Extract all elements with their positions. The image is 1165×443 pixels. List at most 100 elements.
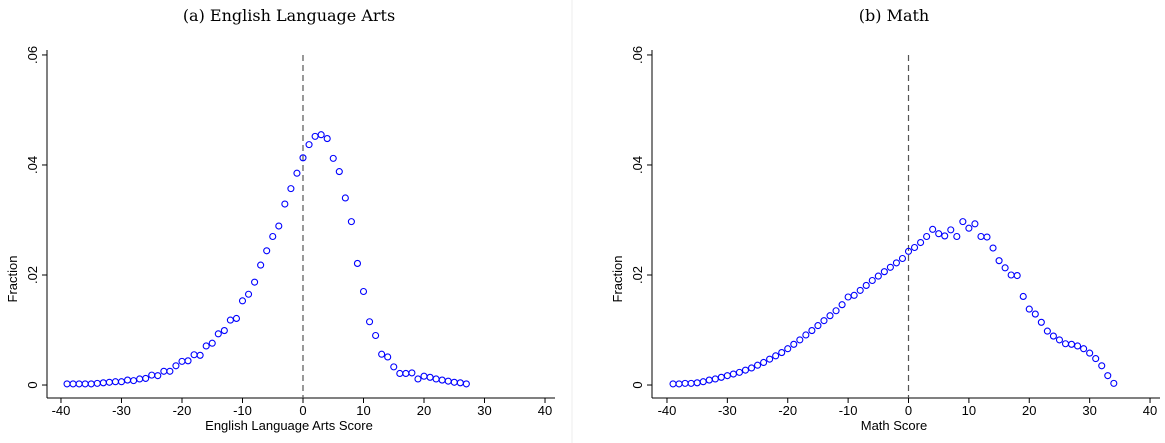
point bbox=[892, 259, 900, 267]
x-tick-label: -10 bbox=[233, 403, 252, 418]
point bbox=[669, 380, 677, 388]
point bbox=[136, 375, 144, 383]
point bbox=[426, 373, 434, 381]
point bbox=[190, 351, 198, 359]
x-tick-label: -20 bbox=[173, 403, 192, 418]
x-tick-label: 40 bbox=[1143, 403, 1157, 418]
x-tick-label: 40 bbox=[538, 403, 552, 418]
x-tick-label: 10 bbox=[962, 403, 976, 418]
point bbox=[99, 379, 107, 387]
panel: (b) Math -40 -30 -20 -10 0 10 20 30 40 0 .02 .04 .06 M… bbox=[610, 6, 1160, 433]
point bbox=[366, 318, 374, 326]
point bbox=[753, 361, 762, 369]
point bbox=[760, 358, 768, 367]
point bbox=[1098, 362, 1106, 370]
point bbox=[184, 357, 192, 365]
point bbox=[898, 254, 907, 263]
x-tick-label: -40 bbox=[658, 403, 677, 418]
point bbox=[741, 366, 750, 374]
point bbox=[832, 307, 840, 315]
point bbox=[81, 380, 89, 388]
y-tick-label: .02 bbox=[25, 266, 40, 284]
point bbox=[196, 351, 204, 359]
point bbox=[329, 154, 337, 162]
point bbox=[299, 154, 307, 162]
point bbox=[1092, 355, 1100, 363]
point bbox=[983, 233, 991, 241]
panel-title: (b) Math bbox=[859, 6, 929, 25]
point bbox=[359, 287, 368, 296]
point bbox=[311, 132, 319, 140]
point bbox=[880, 268, 888, 276]
point bbox=[353, 259, 362, 267]
point bbox=[772, 352, 780, 360]
point bbox=[281, 200, 289, 208]
point bbox=[263, 247, 271, 255]
point bbox=[844, 293, 852, 301]
point bbox=[347, 218, 355, 226]
point bbox=[1080, 345, 1088, 353]
point bbox=[172, 362, 180, 370]
point bbox=[148, 371, 156, 379]
x-tick-label: -30 bbox=[718, 403, 737, 418]
point bbox=[87, 380, 95, 388]
point bbox=[735, 368, 743, 376]
point bbox=[711, 375, 719, 383]
point bbox=[929, 225, 937, 233]
y-axis-title: Fraction bbox=[610, 256, 625, 303]
point bbox=[723, 372, 731, 380]
point bbox=[1031, 310, 1039, 318]
point bbox=[130, 377, 138, 385]
point bbox=[402, 369, 410, 378]
x-axis-title: Math Score bbox=[861, 418, 927, 433]
point bbox=[378, 350, 386, 358]
x-tick-label: -20 bbox=[778, 403, 797, 418]
point bbox=[971, 220, 979, 228]
point bbox=[1037, 318, 1045, 326]
point bbox=[1110, 379, 1118, 387]
point bbox=[802, 331, 810, 339]
point bbox=[717, 373, 725, 381]
point bbox=[438, 376, 446, 384]
x-tick-label: 0 bbox=[299, 403, 306, 418]
point bbox=[287, 185, 295, 193]
point bbox=[935, 230, 943, 238]
point bbox=[75, 380, 83, 388]
point bbox=[341, 194, 349, 202]
point bbox=[729, 370, 737, 378]
point bbox=[214, 330, 222, 338]
point bbox=[275, 222, 283, 230]
x-tick-label: 10 bbox=[356, 403, 370, 418]
y-tick-label: .06 bbox=[25, 46, 40, 64]
point bbox=[917, 238, 925, 247]
point bbox=[874, 272, 882, 280]
point bbox=[166, 367, 174, 375]
x-tick-label: -30 bbox=[112, 403, 131, 418]
point bbox=[820, 317, 828, 325]
point bbox=[1019, 292, 1027, 300]
point bbox=[251, 278, 259, 286]
point bbox=[420, 372, 428, 380]
point bbox=[1067, 340, 1076, 348]
point bbox=[123, 376, 132, 384]
point bbox=[1086, 349, 1094, 357]
point bbox=[995, 257, 1003, 265]
point bbox=[117, 378, 126, 386]
point bbox=[923, 232, 931, 241]
point bbox=[293, 169, 301, 177]
x-tick-label: 20 bbox=[417, 403, 431, 418]
point bbox=[796, 336, 804, 344]
point bbox=[202, 342, 210, 350]
point bbox=[675, 380, 683, 388]
point bbox=[868, 276, 876, 285]
point bbox=[784, 345, 792, 353]
point bbox=[142, 374, 150, 382]
point bbox=[838, 301, 846, 309]
point bbox=[856, 286, 864, 294]
point bbox=[947, 226, 955, 234]
point bbox=[390, 363, 398, 371]
point bbox=[1049, 332, 1057, 340]
panel: (a) English Language Arts -40 -30 -20 -10 0 10… bbox=[5, 6, 555, 433]
point bbox=[778, 349, 786, 357]
